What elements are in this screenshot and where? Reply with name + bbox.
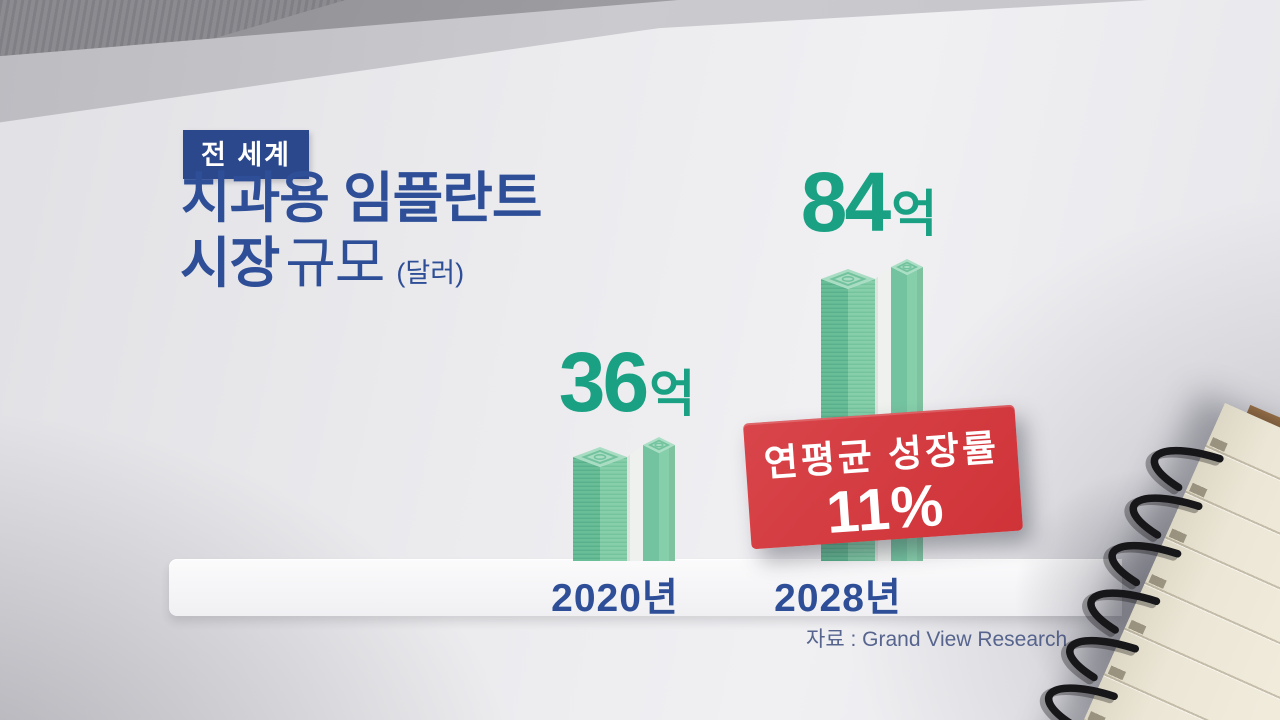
- spiral-coils-icon: [1039, 446, 1224, 720]
- money-stack-2020년: [571, 427, 677, 561]
- value-label-2028: 84억: [800, 155, 938, 249]
- value-label-2020: 36억: [558, 335, 696, 429]
- x-axis-band: [169, 559, 1122, 616]
- chart-title-line1: 치과용 임플란트: [180, 167, 542, 229]
- currency-unit-label: (달러): [396, 258, 465, 288]
- x-tick-2028: 2028년: [774, 577, 902, 620]
- region-badge: 전 세계: [183, 130, 310, 179]
- chart-title-line2: 시장 규모 (달러): [180, 232, 465, 294]
- title-word-market: 시장: [180, 232, 280, 294]
- spiral-notebook: [1029, 403, 1280, 720]
- source-credit: 자료 : Grand View Research: [806, 628, 1067, 651]
- region-badge-label: 전 세계: [201, 140, 292, 170]
- title-word-size: 규모: [285, 232, 385, 294]
- x-tick-2020: 2020년: [551, 577, 679, 620]
